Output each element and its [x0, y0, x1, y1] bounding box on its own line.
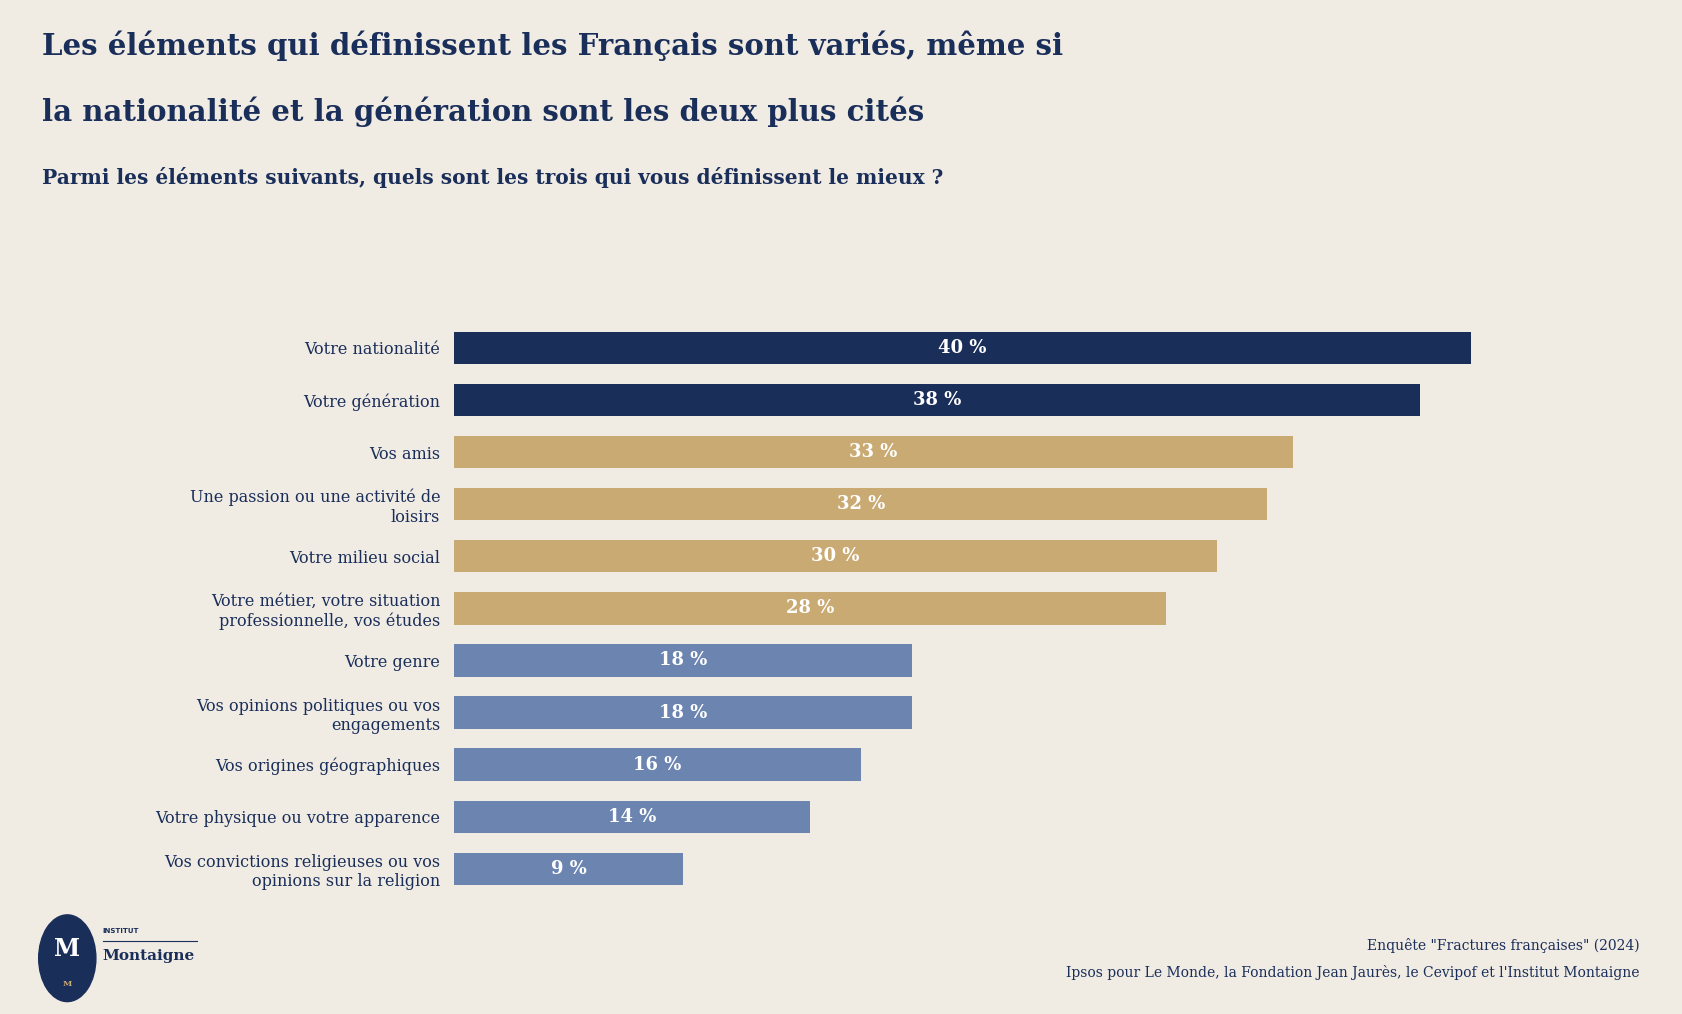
Bar: [454, 436, 1293, 468]
Bar: [454, 748, 861, 781]
Bar: [454, 332, 1470, 364]
Text: 30 %: 30 %: [811, 548, 860, 566]
Text: Ipsos pour Le Monde, la Fondation Jean Jaurès, le Cevipof et l'Institut Montaign: Ipsos pour Le Monde, la Fondation Jean J…: [1066, 965, 1640, 981]
Text: Montaigne: Montaigne: [103, 949, 195, 963]
Text: Enquête "Fractures françaises" (2024): Enquête "Fractures françaises" (2024): [1367, 938, 1640, 953]
Text: 14 %: 14 %: [607, 808, 656, 825]
Text: 18 %: 18 %: [659, 704, 706, 722]
Bar: [454, 540, 1216, 573]
Text: 9 %: 9 %: [550, 860, 587, 878]
Bar: [454, 592, 1166, 625]
Bar: [454, 853, 683, 885]
Bar: [454, 384, 1420, 416]
Text: 16 %: 16 %: [634, 755, 681, 774]
Bar: [454, 488, 1268, 520]
Text: 33 %: 33 %: [849, 443, 898, 461]
Text: M: M: [54, 937, 81, 961]
Text: INSTITUT: INSTITUT: [103, 928, 140, 934]
Text: 28 %: 28 %: [785, 599, 834, 618]
Ellipse shape: [39, 915, 96, 1002]
Text: Parmi les éléments suivants, quels sont les trois qui vous définissent le mieux : Parmi les éléments suivants, quels sont …: [42, 167, 944, 189]
Text: M: M: [62, 980, 72, 988]
Text: la nationalité et la génération sont les deux plus cités: la nationalité et la génération sont les…: [42, 96, 925, 127]
Text: 18 %: 18 %: [659, 651, 706, 669]
Bar: [454, 644, 912, 676]
Text: Les éléments qui définissent les Français sont variés, même si: Les éléments qui définissent les Françai…: [42, 30, 1063, 61]
Text: 32 %: 32 %: [836, 495, 885, 513]
Bar: [454, 801, 811, 832]
Text: 40 %: 40 %: [939, 339, 987, 357]
Text: 38 %: 38 %: [913, 391, 960, 409]
Bar: [454, 697, 912, 729]
